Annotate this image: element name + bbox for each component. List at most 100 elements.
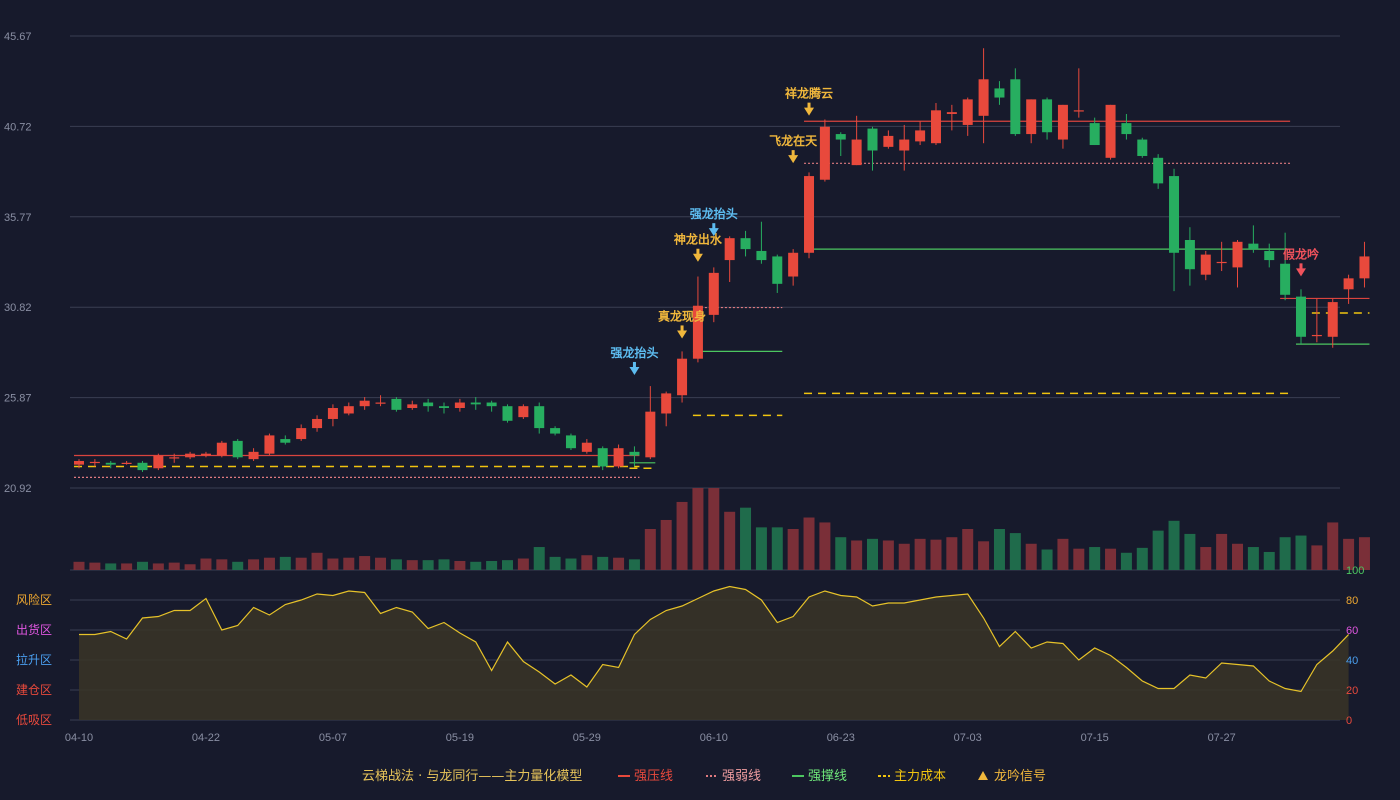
price-tick-label: 25.87	[4, 393, 32, 405]
candle-body	[121, 462, 132, 464]
candle-body	[74, 460, 84, 465]
candle-body	[264, 435, 275, 454]
candle-body	[1057, 104, 1068, 140]
candle-body	[1184, 239, 1195, 270]
signal-arrow	[788, 155, 799, 164]
date-tick-label: 05-07	[319, 732, 347, 744]
volume-bar	[724, 511, 736, 570]
volume-bar	[295, 557, 307, 570]
signal-label: 飞龙在天	[769, 133, 818, 148]
candle-body	[788, 252, 799, 277]
legend-label-support: 强撑线	[808, 769, 847, 784]
volume-bar	[1105, 548, 1117, 570]
volume-bar	[486, 560, 498, 570]
volume-bar	[1232, 543, 1244, 570]
volume-bar	[1327, 522, 1339, 570]
volume-bar	[311, 552, 323, 570]
candle-body	[629, 451, 640, 456]
candle-body	[200, 453, 211, 456]
candle-body	[439, 406, 450, 409]
date-tick-label: 05-29	[573, 732, 601, 744]
volume-bar	[1358, 537, 1370, 570]
legend-label-signal: 龙吟信号	[994, 768, 1046, 784]
candle-body	[375, 402, 386, 404]
price-tick-label: 35.77	[4, 212, 32, 224]
candle-body	[645, 411, 656, 458]
signal-arrow	[629, 366, 640, 375]
candle-body	[1200, 254, 1211, 275]
candle-body	[1280, 263, 1291, 295]
candle-body	[169, 457, 180, 459]
volume-bar	[549, 556, 561, 570]
volume-bar	[755, 527, 767, 570]
candle-body	[1153, 157, 1164, 184]
volume-bar	[946, 537, 958, 570]
candle-body	[724, 238, 735, 261]
legend-label-cost: 主力成本	[894, 769, 946, 784]
date-tick-label: 07-03	[954, 732, 982, 744]
axis-labels: 45.67 40.72 35.77 30.82 25.87 20.92 100 80 60 40 2…	[4, 31, 1364, 744]
candle-body	[994, 88, 1005, 98]
signal-label: 真龙现身	[658, 308, 706, 323]
candle-body	[343, 406, 354, 414]
volume-bar	[1247, 547, 1259, 570]
signal-label: 强龙抬头	[690, 206, 738, 221]
candle-body	[1169, 176, 1180, 253]
oscillator-line	[79, 585, 1350, 693]
signal-arrow-stem	[712, 223, 716, 230]
candle-body	[518, 406, 529, 418]
candle-body	[1248, 243, 1259, 250]
oscillator-area	[79, 586, 1349, 720]
volume-bar	[1263, 551, 1275, 570]
candle-body	[867, 128, 878, 151]
candle-body	[185, 453, 196, 458]
date-tick-label: 05-19	[446, 732, 474, 744]
candle-body	[296, 428, 307, 440]
volume-bar	[565, 558, 577, 570]
candle-body	[232, 440, 243, 458]
candle-body	[534, 406, 545, 429]
candle-body	[899, 139, 910, 151]
signal-label: 强龙抬头	[610, 345, 658, 360]
volume-bar	[248, 559, 260, 570]
volume-bar	[1025, 543, 1037, 570]
volume-bar	[422, 560, 434, 570]
candle-body	[1042, 99, 1053, 133]
volume-bar	[660, 519, 672, 570]
date-tick-label: 06-10	[700, 732, 728, 744]
signal-arrow-stem	[1299, 263, 1303, 270]
candle-body	[1105, 104, 1116, 158]
zone-label: 出货区	[16, 622, 52, 637]
zone-label: 风险区	[16, 592, 52, 607]
volume-bar	[1136, 547, 1148, 570]
legend-title: 云梯战法 · 与龙同行——主力量化模型	[362, 769, 582, 784]
oscillator-tick-label: 100	[1346, 565, 1364, 577]
signal-arrow-stem	[680, 325, 684, 332]
price-tick-label: 20.92	[4, 483, 32, 495]
volume-bar	[740, 507, 752, 570]
legend-label-resistance: 强压线	[634, 769, 673, 784]
candle-body	[708, 272, 719, 315]
volume-bar	[406, 560, 418, 570]
signal-arrow-stem	[807, 102, 811, 109]
candle-body	[1311, 334, 1322, 337]
oscillator-tick-label: 0	[1346, 715, 1352, 727]
volume-bar	[327, 558, 339, 570]
volume-bar	[121, 563, 133, 570]
volume-bar	[835, 537, 847, 570]
volume-bar	[597, 556, 609, 570]
price-tick-label: 40.72	[4, 121, 32, 133]
date-tick-label: 07-15	[1081, 732, 1109, 744]
candlesticks	[74, 48, 1370, 472]
volume-bar	[184, 564, 196, 570]
volume-bar	[628, 559, 640, 570]
volume-bar	[438, 559, 450, 570]
signal-arrow	[1295, 268, 1306, 277]
price-tick-label: 45.67	[4, 31, 32, 43]
signal-label: 神龙出水	[674, 232, 723, 247]
candle-body	[851, 139, 862, 166]
volume-bar	[1057, 538, 1069, 570]
volume-bar	[375, 557, 387, 570]
